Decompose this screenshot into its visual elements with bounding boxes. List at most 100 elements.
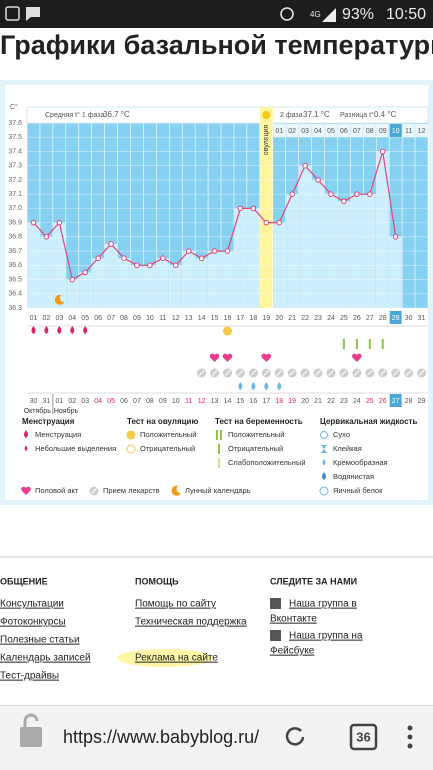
pill-slash xyxy=(276,370,283,376)
heart xyxy=(21,486,31,495)
day-bar xyxy=(389,236,402,308)
phase2-day: 11 xyxy=(405,128,412,135)
tab-count: 36 xyxy=(356,729,370,744)
x-tick-label: 27 xyxy=(366,315,374,322)
date-label: 17 xyxy=(262,398,270,405)
footer-link[interactable]: Наша группа в xyxy=(289,599,357,610)
y-tick-label: 37.3 xyxy=(8,163,22,170)
marker-medication xyxy=(404,368,414,378)
x-tick-label: 07 xyxy=(107,315,115,322)
temperature-point xyxy=(379,148,386,155)
y-tick-label: 37.2 xyxy=(8,177,22,184)
browser-bar xyxy=(0,705,433,770)
x-tick-label: 16 xyxy=(224,315,232,322)
temperature-point xyxy=(185,248,192,254)
marker-menstruation xyxy=(57,326,62,334)
footer-link[interactable]: Техническая поддержка xyxy=(135,617,247,628)
date-label: 24 xyxy=(353,398,361,405)
date-label: 19 xyxy=(288,398,296,405)
marker-medication xyxy=(365,368,375,378)
pill-slash xyxy=(250,370,257,376)
phase2-day: 04 xyxy=(314,128,322,135)
today-date-cell xyxy=(389,394,402,407)
heart xyxy=(352,353,362,362)
phase2-day: 08 xyxy=(366,128,374,135)
temperature-point xyxy=(172,262,179,269)
x-tick-label: 01 xyxy=(30,315,38,322)
marker-medication xyxy=(313,368,323,378)
url[interactable]: https://www.babyblog.ru/ xyxy=(63,727,259,747)
legend-title: Тест на овуляцию xyxy=(127,417,198,426)
y-tick-label: 36.3 xyxy=(8,305,22,312)
footer-link[interactable]: Фейсбуке xyxy=(270,645,315,657)
legend-icon xyxy=(21,486,31,495)
y-tick-label: 37.5 xyxy=(8,134,22,141)
legend-item: Менструация xyxy=(35,430,81,439)
menu-button[interactable] xyxy=(407,725,413,749)
footer-link[interactable]: Фотоконкурсы xyxy=(0,617,66,628)
marker-medication xyxy=(261,368,271,378)
pill-slash xyxy=(263,370,270,376)
date-label: 07 xyxy=(133,398,141,405)
lock-icon xyxy=(20,713,42,747)
x-tick-label: 02 xyxy=(43,315,51,322)
temperature-point xyxy=(276,219,283,226)
legend-icon xyxy=(218,458,220,468)
footer-link[interactable]: Тест-драйвы xyxy=(0,671,59,682)
marker-intercourse xyxy=(222,353,233,362)
legend-item: Лунный календарь xyxy=(185,486,251,495)
date-label: 11 xyxy=(185,398,192,405)
legend-item: Положительный xyxy=(228,430,284,439)
marker-medication xyxy=(417,368,427,378)
footer-link[interactable]: Полезные статьи xyxy=(0,635,80,646)
marker-cervical-watery xyxy=(238,382,243,390)
x-tick-label: 29 xyxy=(392,315,400,322)
y-unit: C° xyxy=(10,103,18,111)
day-bar xyxy=(376,151,389,308)
x-tick-label: 24 xyxy=(327,315,335,322)
date-label: 21 xyxy=(314,398,322,405)
footer-link[interactable]: Реклама на сайте xyxy=(135,653,218,664)
x-tick-label: 22 xyxy=(301,315,309,322)
marker-menstruation xyxy=(83,326,88,334)
temperature-point xyxy=(95,255,101,261)
network: 4G xyxy=(310,10,321,19)
marker-ovulation-positive xyxy=(223,326,232,336)
legend-item: Отрицательный xyxy=(140,444,195,453)
status-bar xyxy=(0,0,433,28)
y-tick-label: 36.8 xyxy=(8,234,22,241)
marker-cervical-watery xyxy=(264,382,269,390)
today-cell xyxy=(389,311,402,324)
x-tick-label: 09 xyxy=(133,315,141,322)
marker-lunar xyxy=(54,294,65,305)
footer-link[interactable]: Календарь записей xyxy=(0,653,91,664)
footer-heading: ПОМОЩЬ xyxy=(135,576,179,586)
footer-link[interactable]: Помощь по сайту xyxy=(135,599,216,610)
marker-cervical-watery xyxy=(251,382,256,390)
drop xyxy=(238,382,243,390)
legend-title: Менструация xyxy=(22,417,75,426)
marker-menstruation xyxy=(44,326,49,334)
pill-slash xyxy=(353,370,360,376)
footer-link[interactable]: Вконтакте xyxy=(270,614,317,625)
temperature-point xyxy=(392,234,399,240)
footer-link[interactable]: Наша группа на xyxy=(289,631,363,642)
x-tick-label: 15 xyxy=(211,315,219,322)
reload-button[interactable] xyxy=(285,727,305,746)
marker-intercourse xyxy=(209,353,220,362)
temperature-point xyxy=(160,255,166,261)
legend-icon xyxy=(216,430,222,440)
footer-link[interactable]: Консультации xyxy=(0,599,64,610)
date-label: 23 xyxy=(340,398,348,405)
day-bar xyxy=(118,258,130,308)
legend-item: Прием лекарств xyxy=(103,486,160,495)
tabs-button[interactable] xyxy=(349,723,378,751)
marker-medication xyxy=(300,368,310,378)
marker-medication xyxy=(248,368,258,378)
footer-heading: СЛЕДИТЕ ЗА НАМИ xyxy=(270,576,357,586)
pill-slash xyxy=(418,370,425,376)
test-bar xyxy=(218,444,220,454)
legend-icon xyxy=(24,445,28,452)
pill-slash xyxy=(379,370,386,376)
x-tick-label: 06 xyxy=(94,315,102,322)
